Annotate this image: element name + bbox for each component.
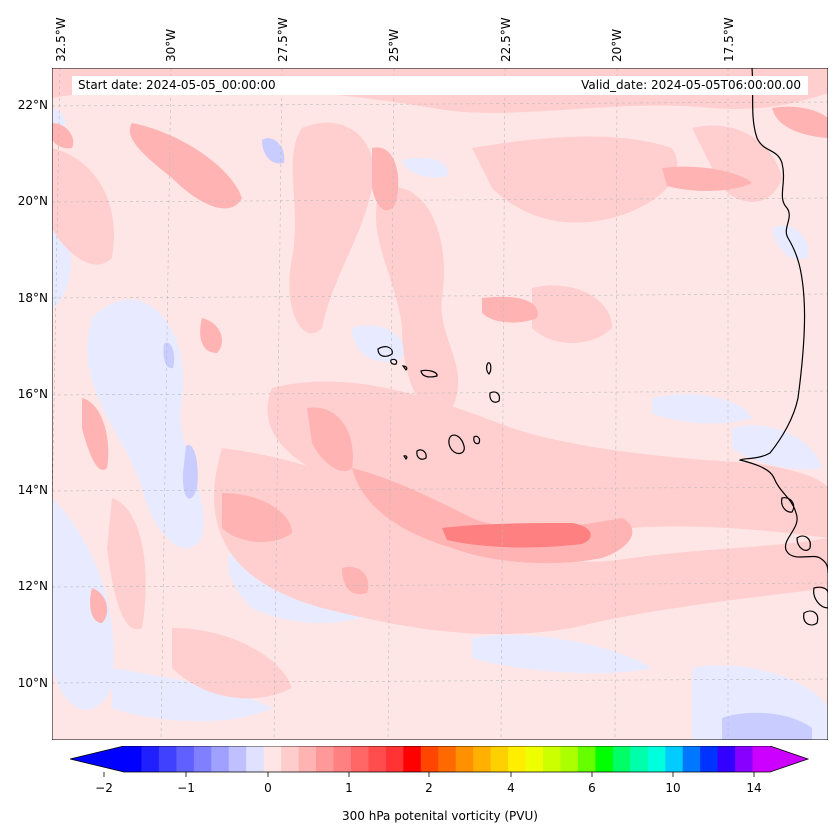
colorbar-cell [263, 746, 282, 772]
lat-label-16n: 16°N [17, 387, 48, 401]
colorbar-extend-high [770, 746, 808, 772]
lon-label-20w: 20°W [610, 28, 624, 62]
lat-label-12n: 12°N [17, 579, 48, 593]
colorbar-tick-minus1: −1 [177, 781, 195, 795]
colorbar-tick-minus2: −2 [95, 781, 113, 795]
graticule-meridian [52, 68, 61, 533]
coastlines [377, 68, 828, 626]
colorbar-tick-10: 10 [665, 781, 681, 795]
colorbar-cell [473, 746, 492, 772]
strong-negative-pv-regions [163, 138, 812, 740]
colorbar-cell [700, 746, 719, 772]
graticule-meridian [614, 68, 618, 740]
lon-label-30w: 30°W [164, 28, 178, 62]
high-pv-band [442, 523, 591, 548]
graticule-meridian [160, 68, 172, 740]
colorbar [70, 746, 810, 777]
colorbar-cell [438, 746, 457, 772]
colorbar-cell [630, 746, 649, 772]
colorbar-cell [333, 746, 352, 772]
lon-label-22-5w: 22.5°W [499, 17, 513, 62]
colorbar-cell [228, 746, 247, 772]
colorbar-label: 300 hPa potenital vorticity (PVU) [342, 809, 538, 823]
colorbar-tick-14: 14 [746, 781, 762, 795]
colorbar-cell [735, 746, 754, 772]
colorbar-cell [124, 746, 142, 772]
colorbar-cell [490, 746, 509, 772]
colorbar-cell [560, 746, 579, 772]
lat-label-14n: 14°N [17, 483, 48, 497]
colorbar-cell [385, 746, 404, 772]
colorbar-cell [508, 746, 527, 772]
lat-label-10n: 10°N [17, 676, 48, 690]
colorbar-cell [717, 746, 736, 772]
colorbar-cell [752, 746, 771, 772]
lon-label-25w: 25°W [387, 28, 401, 62]
colorbar-tick-6: 6 [588, 781, 596, 795]
colorbar-cell [176, 746, 195, 772]
colorbar-tick-1: 1 [345, 781, 353, 795]
colorbar-cell [403, 746, 422, 772]
colorbar-cell [368, 746, 387, 772]
lon-label-17-5w: 17.5°W [722, 17, 736, 62]
colorbar-cell [350, 746, 369, 772]
graticule-meridian [500, 68, 506, 740]
graticule-meridian [273, 68, 283, 740]
colorbar-cell [298, 746, 317, 772]
map-panel [52, 68, 828, 740]
lat-label-18n: 18°N [17, 291, 48, 305]
valid-date-label: Valid_date: 2024-05-05T06:00:00.00 [438, 76, 808, 95]
graticule-lines [52, 68, 828, 740]
colorbar-cell [211, 746, 230, 772]
lat-label-22n: 22°N [17, 98, 48, 112]
colorbar-cell [281, 746, 300, 772]
colorbar-tick-0: 0 [264, 781, 272, 795]
colorbar-cell [682, 746, 701, 772]
colorbar-cell [612, 746, 631, 772]
colorbar-cell [420, 746, 439, 772]
colorbar-cell [525, 746, 544, 772]
graticule-meridian [387, 68, 395, 740]
colorbar-cell [141, 746, 160, 772]
colorbar-cell [577, 746, 596, 772]
lat-label-20n: 20°N [17, 194, 48, 208]
colorbar-cell [543, 746, 561, 772]
colorbar-cell [158, 746, 177, 772]
colorbar-cell [595, 746, 614, 772]
colorbar-cell [455, 746, 474, 772]
start-date-label: Start date: 2024-05-05_00:00:00 [72, 76, 444, 95]
colorbar-tick-4: 4 [507, 781, 515, 795]
colorbar-extend-low [70, 746, 124, 772]
colorbar-cell [193, 746, 212, 772]
lon-label-32-5w: 32.5°W [54, 17, 68, 62]
lon-label-27-5w: 27.5°W [276, 17, 290, 62]
colorbar-cell [316, 746, 335, 772]
colorbar-tick-2: 2 [425, 781, 433, 795]
colorbar-cell [665, 746, 684, 772]
colorbar-cell [246, 746, 265, 772]
colorbar-cell [647, 746, 666, 772]
